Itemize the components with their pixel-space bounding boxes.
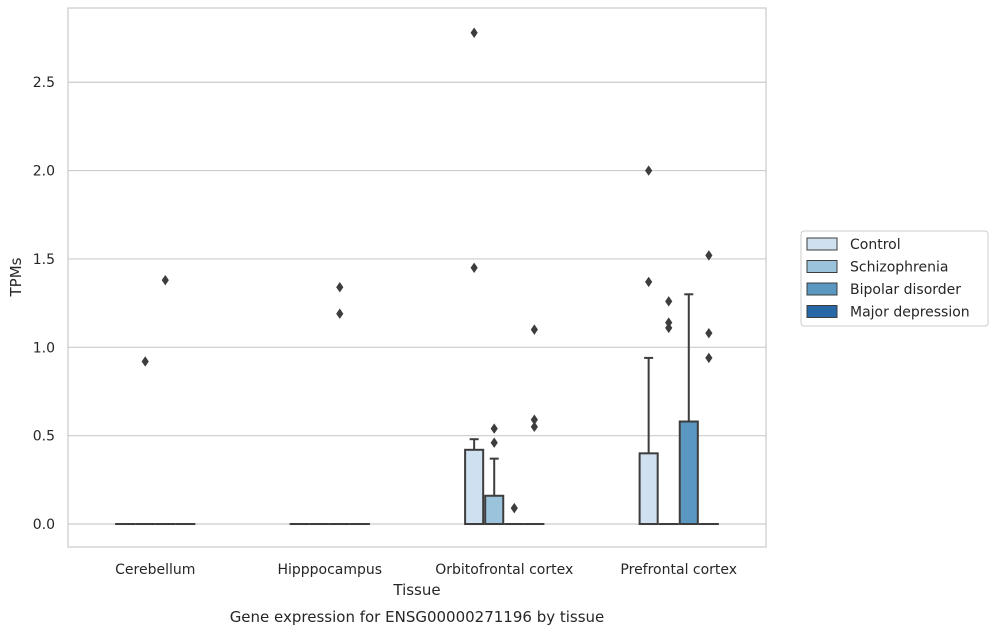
y-tick-label: 2.5 — [33, 75, 55, 91]
chart-caption: Gene expression for ENSG00000271196 by t… — [230, 608, 605, 626]
box-bipolar-disorder — [504, 502, 525, 526]
outlier-point — [705, 250, 713, 261]
box-bipolar-disorder — [678, 293, 699, 526]
outlier-point — [530, 421, 538, 433]
x-tick-label: Prefrontal cortex — [620, 562, 737, 578]
outlier-point — [665, 296, 673, 307]
box-major-depression — [698, 250, 719, 526]
legend-label: Major depression — [850, 305, 970, 321]
plot-frame — [67, 7, 767, 548]
outlier-point — [336, 282, 344, 293]
box-body — [464, 448, 485, 526]
outlier-point — [705, 352, 713, 364]
y-axis-label: TPMs — [7, 257, 25, 297]
gridlines — [68, 81, 766, 525]
outlier-point — [665, 322, 673, 334]
box-schizophrenia — [484, 423, 505, 526]
box-bipolar-disorder — [155, 274, 176, 526]
outlier-point — [141, 356, 149, 367]
legend-swatch — [806, 237, 838, 251]
outlier-point — [645, 276, 653, 288]
legend-swatch — [806, 282, 838, 296]
y-tick-label: 0.0 — [33, 517, 55, 533]
x-tick-label: Cerebellum — [115, 562, 195, 578]
outlier-point — [470, 262, 478, 273]
y-tick-label: 1.0 — [33, 340, 55, 356]
outlier-point — [336, 308, 344, 319]
outlier-point — [665, 317, 673, 328]
outlier-point — [510, 502, 518, 514]
x-tick-label: Orbitofrontal cortex — [435, 562, 573, 578]
box-body — [678, 420, 699, 526]
y-tick-label: 2.0 — [33, 164, 55, 180]
box-schizophrenia — [135, 356, 156, 526]
box-schizophrenia — [658, 296, 679, 526]
legend-swatch — [806, 305, 838, 318]
outlier-point — [470, 27, 478, 38]
outlier-point — [490, 437, 498, 448]
legend-label: Schizophrenia — [850, 260, 948, 276]
x-tick-label: Hipppocampus — [277, 562, 382, 578]
x-axis-label: Tissue — [392, 581, 440, 599]
legend-label: Control — [850, 237, 901, 253]
outlier-point — [490, 423, 498, 434]
legend-swatch — [806, 260, 838, 273]
legend: Control Schizophrenia Bipolar disorder Majo… — [800, 230, 989, 327]
y-tick-label: 0.5 — [33, 429, 55, 445]
outlier-point — [530, 414, 538, 425]
y-tick-label: 1.5 — [33, 252, 55, 268]
box-body — [638, 452, 659, 526]
outlier-point — [645, 165, 653, 176]
box-major-depression — [524, 324, 545, 526]
box-body — [484, 494, 505, 526]
outlier-point — [530, 324, 538, 335]
outlier-point — [705, 327, 713, 339]
x-tick-labels: Cerebellum Hipppocampus Orbitofrontal cort… — [115, 562, 737, 578]
outlier-point — [161, 274, 169, 286]
box-control — [464, 27, 485, 526]
legend-frame — [800, 230, 989, 327]
y-tick-labels: 0.0 0.5 1.0 1.5 2.0 2.5 — [33, 75, 55, 533]
box-layer — [115, 27, 719, 526]
box-bipolar-disorder — [329, 282, 350, 526]
legend-label: Bipolar disorder — [850, 282, 961, 298]
box-control — [638, 165, 659, 526]
